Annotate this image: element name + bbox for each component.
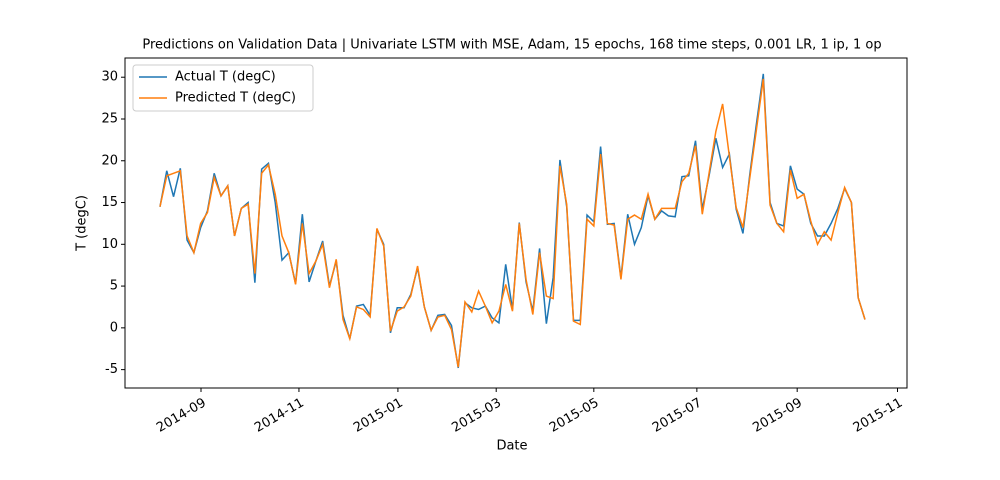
x-tick-label: 2015-05: [547, 396, 602, 436]
y-tick-label: 5: [110, 279, 118, 294]
x-tick-label: 2014-09: [154, 396, 209, 436]
y-tick-label: -5: [105, 362, 118, 377]
x-axis-label: Date: [496, 439, 527, 454]
line-series: [159, 73, 866, 369]
plot-frame: [124, 57, 908, 389]
x-tick-label: 2015-03: [449, 396, 504, 436]
legend-box: [132, 64, 314, 112]
y-axis-label: T (degC): [75, 195, 90, 252]
y-tick-label: 10: [101, 237, 118, 252]
x-tick-label: 2015-01: [351, 396, 406, 436]
y-tick-label: 15: [101, 195, 118, 210]
line-series: [159, 78, 866, 368]
x-tick-label: 2015-07: [650, 396, 705, 436]
x-tick-label: 2015-11: [851, 396, 906, 436]
x-tick-label: 2014-11: [252, 396, 307, 436]
y-tick-label: 25: [101, 111, 118, 126]
y-tick-label: 30: [101, 70, 118, 85]
legend-label: Predicted T (degC): [175, 91, 296, 106]
legend-label: Actual T (degC): [175, 70, 276, 85]
x-tick-label: 2015-09: [750, 396, 805, 436]
y-tick-label: 0: [110, 320, 118, 335]
y-tick-label: 20: [101, 153, 118, 168]
chart-title: Predictions on Validation Data | Univari…: [142, 38, 881, 53]
